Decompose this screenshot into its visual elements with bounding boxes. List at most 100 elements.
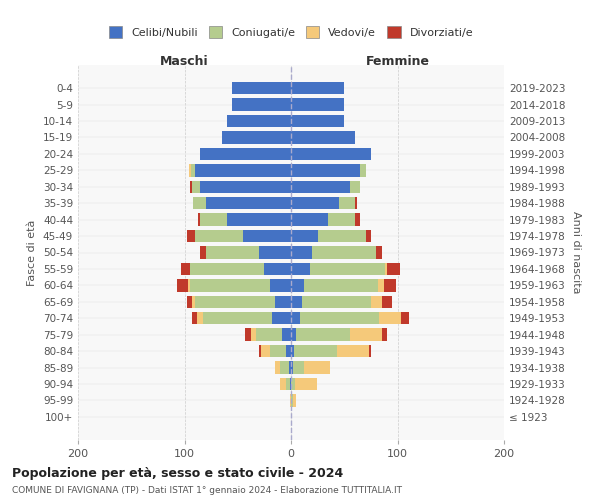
Bar	[290, 378, 291, 390]
Bar	[289, 362, 291, 374]
Bar	[291, 296, 302, 308]
Bar	[383, 279, 397, 291]
Bar	[291, 132, 355, 143]
Text: Femmine: Femmine	[365, 56, 430, 68]
Bar	[286, 378, 290, 390]
Bar	[191, 164, 195, 176]
Bar	[243, 230, 291, 242]
Bar	[291, 180, 350, 193]
Bar	[270, 345, 286, 357]
Bar	[317, 230, 365, 242]
Bar	[291, 312, 299, 324]
Bar	[350, 180, 360, 193]
Bar	[355, 197, 357, 209]
Bar	[222, 132, 291, 143]
Bar	[369, 345, 371, 357]
Bar	[261, 345, 270, 357]
Bar	[200, 180, 291, 193]
Bar	[190, 180, 192, 193]
Bar	[265, 263, 291, 275]
Bar	[199, 214, 200, 226]
Bar	[291, 394, 293, 406]
Bar	[293, 362, 304, 374]
Bar	[401, 312, 409, 324]
Bar	[291, 230, 317, 242]
Bar	[181, 263, 190, 275]
Bar	[227, 115, 291, 127]
Bar	[304, 362, 331, 374]
Bar	[206, 197, 291, 209]
Bar	[291, 98, 344, 111]
Bar	[232, 98, 291, 111]
Bar	[192, 296, 195, 308]
Bar	[360, 164, 365, 176]
Bar	[296, 328, 350, 341]
Bar	[328, 214, 355, 226]
Bar	[379, 312, 401, 324]
Bar	[355, 214, 360, 226]
Bar	[376, 246, 382, 258]
Text: Maschi: Maschi	[160, 56, 209, 68]
Bar	[195, 296, 275, 308]
Legend: Celibi/Nubili, Coniugati/e, Vedovi/e, Divorziati/e: Celibi/Nubili, Coniugati/e, Vedovi/e, Di…	[104, 22, 478, 42]
Bar	[195, 164, 291, 176]
Bar	[272, 312, 291, 324]
Bar	[339, 197, 355, 209]
Bar	[294, 345, 337, 357]
Bar	[350, 328, 382, 341]
Bar	[385, 263, 387, 275]
Bar	[310, 263, 385, 275]
Bar	[365, 230, 371, 242]
Bar	[382, 296, 392, 308]
Bar	[192, 180, 200, 193]
Bar	[291, 279, 304, 291]
Bar	[337, 345, 369, 357]
Bar	[275, 296, 291, 308]
Bar	[293, 394, 296, 406]
Bar	[177, 279, 188, 291]
Bar	[291, 197, 339, 209]
Bar	[291, 263, 310, 275]
Bar	[291, 328, 296, 341]
Bar	[291, 362, 293, 374]
Bar	[387, 263, 400, 275]
Bar	[259, 246, 291, 258]
Bar	[371, 296, 382, 308]
Bar	[190, 263, 265, 275]
Bar	[195, 230, 243, 242]
Bar	[379, 279, 383, 291]
Bar	[280, 362, 289, 374]
Text: Popolazione per età, sesso e stato civile - 2024: Popolazione per età, sesso e stato civil…	[12, 467, 343, 480]
Bar	[200, 246, 206, 258]
Bar	[313, 246, 376, 258]
Bar	[187, 230, 195, 242]
Bar	[192, 312, 197, 324]
Bar	[227, 214, 291, 226]
Bar	[291, 214, 328, 226]
Bar	[291, 164, 360, 176]
Bar	[200, 148, 291, 160]
Bar	[259, 345, 261, 357]
Bar	[291, 115, 344, 127]
Bar	[283, 328, 291, 341]
Bar	[280, 378, 286, 390]
Bar	[187, 296, 192, 308]
Bar	[299, 312, 379, 324]
Bar	[302, 296, 371, 308]
Bar	[189, 164, 191, 176]
Bar	[286, 345, 291, 357]
Bar	[245, 328, 251, 341]
Bar	[232, 82, 291, 94]
Bar	[200, 214, 227, 226]
Bar	[206, 246, 259, 258]
Bar	[382, 328, 387, 341]
Bar	[290, 394, 291, 406]
Bar	[275, 362, 280, 374]
Bar	[251, 328, 256, 341]
Text: COMUNE DI FAVIGNANA (TP) - Dati ISTAT 1° gennaio 2024 - Elaborazione TUTTITALIA.: COMUNE DI FAVIGNANA (TP) - Dati ISTAT 1°…	[12, 486, 402, 495]
Bar	[291, 378, 295, 390]
Bar	[193, 197, 206, 209]
Bar	[188, 279, 190, 291]
Bar	[291, 82, 344, 94]
Bar	[291, 345, 294, 357]
